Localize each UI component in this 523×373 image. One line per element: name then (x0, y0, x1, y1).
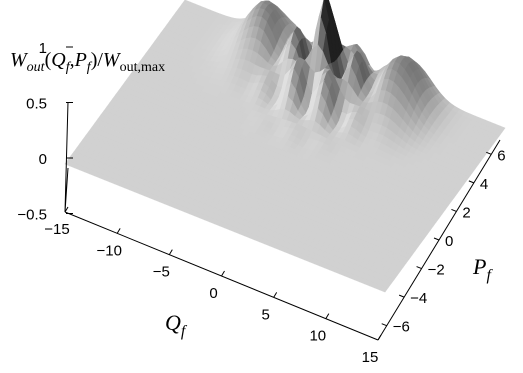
x-tick-label: 0 (209, 285, 217, 302)
x-tick-mark (64, 206, 69, 213)
y-tick-mark (381, 323, 387, 327)
surface (64, 0, 506, 293)
z-tick-label: 0.5 (26, 96, 47, 113)
y-tick-label: −4 (410, 290, 427, 307)
z-tick-label: 1 (39, 40, 47, 57)
y-tick-mark (468, 180, 475, 184)
x-tick-label: 15 (362, 349, 379, 366)
x-tick-label: −15 (44, 221, 69, 238)
x-tick-label: 10 (309, 328, 326, 345)
y-tick-mark (398, 294, 405, 298)
y-tick-label: 6 (497, 147, 505, 164)
y-tick-mark (433, 237, 440, 241)
z-axis-line (64, 101, 69, 213)
x-tick-label: −5 (153, 264, 170, 281)
y-tick-mark (416, 266, 422, 270)
y-tick-label: 2 (462, 204, 470, 221)
x-tick-mark (221, 270, 225, 277)
x-tick-mark (116, 228, 121, 234)
y-axis-title: Pf (472, 254, 493, 284)
y-tick-label: 4 (480, 176, 488, 193)
z-tick-label: −0.5 (17, 207, 47, 224)
surface-cell (379, 285, 389, 293)
y-tick-label: 0 (445, 233, 453, 250)
y-tick-label: −2 (428, 262, 445, 279)
z-tick-label: 0 (39, 151, 47, 168)
x-tick-mark (273, 292, 278, 298)
y-tick-mark (486, 151, 492, 155)
x-tick-mark (168, 249, 173, 255)
y-tick-label: −6 (393, 319, 410, 336)
y-tick-mark (451, 208, 457, 212)
x-tick-mark (325, 313, 330, 319)
x-tick-label: 5 (262, 306, 270, 323)
x-axis-title: Qf (165, 310, 188, 340)
x-tick-label: −10 (96, 242, 121, 259)
x-tick-mark (377, 334, 382, 341)
z-axis-title: Wout(Qf,Pf)/Wout,max (10, 49, 165, 75)
